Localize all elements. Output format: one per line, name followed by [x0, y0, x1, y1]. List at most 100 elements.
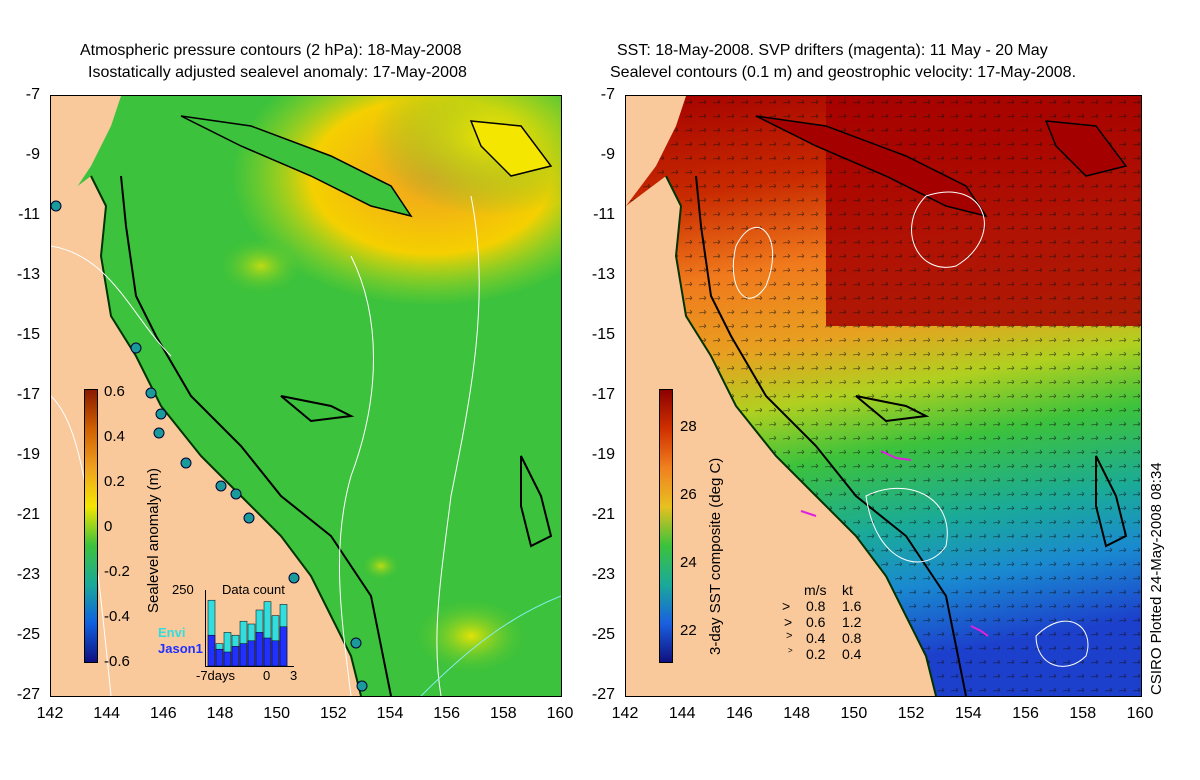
- y-tick-label: -23: [591, 566, 615, 583]
- y-tick-label: -21: [16, 506, 40, 523]
- sealevel-tick-6: -0.4: [104, 608, 130, 625]
- inset-y-tick: 250: [172, 582, 194, 597]
- sealevel-tick-1: 0.6: [104, 383, 125, 400]
- right-title-line2: Sealevel contours (0.1 m) and geostrophi…: [610, 64, 1077, 81]
- x-tick-label: 152: [319, 705, 347, 722]
- y-tick-label: -15: [591, 326, 615, 343]
- right-title-line1: SST: 18-May-2008. SVP drifters (magenta)…: [617, 42, 1048, 59]
- sealevel-tick-3: 0.2: [104, 473, 125, 490]
- velocity-ms-4: 0.2: [806, 646, 826, 662]
- x-tick-label: 150: [840, 705, 868, 722]
- x-tick-label: 148: [206, 705, 234, 722]
- x-tick-label: 158: [489, 705, 517, 722]
- velocity-kt-2: 1.2: [842, 614, 862, 630]
- y-tick-label: -27: [591, 686, 615, 703]
- y-tick-label: -11: [18, 206, 40, 223]
- sst-colorbar: [659, 389, 673, 663]
- jason-bar: [271, 640, 280, 666]
- y-tick-label: -25: [591, 626, 615, 643]
- sealevel-tick-7: -0.6: [104, 653, 130, 670]
- x-tick-label: 144: [93, 705, 120, 722]
- left-title-line2: Isostatically adjusted sealevel anomaly:…: [88, 64, 467, 81]
- inset-x-tick-2: 0: [263, 668, 271, 683]
- inset-x-tick-3: 3: [290, 668, 298, 683]
- x-tick-label: 146: [726, 705, 753, 722]
- velocity-header-ms: m/s: [804, 582, 827, 598]
- jason-bar: [263, 637, 272, 666]
- velocity-ms-1: 0.8: [806, 598, 826, 614]
- envi-bar: [207, 599, 216, 666]
- x-tick-label: 148: [783, 705, 810, 722]
- jason-bar: [215, 648, 224, 666]
- x-tick-label: 158: [1069, 705, 1097, 722]
- sst-tick-4: 22: [680, 622, 697, 639]
- x-tick-label: 156: [433, 705, 460, 722]
- y-tick-label: -7: [600, 86, 615, 103]
- x-tick-label: 160: [1126, 705, 1154, 722]
- sst-tick-1: 28: [680, 418, 697, 435]
- x-tick-label: 154: [376, 705, 404, 722]
- sst-tick-2: 26: [680, 486, 697, 503]
- envi-bar: [263, 601, 272, 666]
- velocity-header-kt: kt: [842, 582, 853, 598]
- velocity-kt-3: 0.8: [842, 630, 862, 646]
- jason-bar: [231, 646, 240, 666]
- y-tick-label: -13: [16, 266, 40, 283]
- sealevel-tick-5: -0.2: [104, 563, 130, 580]
- data-count-inset: [205, 590, 294, 667]
- y-tick-label: -17: [16, 386, 40, 403]
- left-title-line1: Atmospheric pressure contours (2 hPa): 1…: [80, 42, 462, 59]
- y-tick-label: -13: [591, 266, 615, 283]
- jason-bar: [223, 651, 232, 666]
- y-tick-label: -25: [16, 626, 40, 643]
- sealevel-colorbar-label: Sealevel anomaly (m): [145, 467, 162, 613]
- sealevel-tick-2: 0.4: [104, 428, 125, 445]
- inset-title: Data count: [222, 582, 285, 597]
- inset-legend-envi: Envi: [158, 625, 186, 640]
- jason-bar: [247, 640, 256, 666]
- x-tick-label: 142: [36, 705, 64, 722]
- y-tick-label: -9: [25, 146, 40, 163]
- x-tick-label: 152: [897, 705, 925, 722]
- sst-colorbar-label: 3-day SST composite (deg C): [707, 457, 724, 655]
- velocity-kt-4: 0.4: [842, 646, 862, 662]
- y-tick-label: -17: [591, 386, 615, 403]
- velocity-arrow-icon: >: [782, 598, 791, 614]
- x-tick-label: 154: [954, 705, 982, 722]
- velocity-ms-2: 0.6: [806, 614, 826, 630]
- envi-bar: [223, 632, 232, 666]
- sealevel-colorbar: [84, 389, 98, 663]
- y-tick-label: -19: [16, 446, 40, 463]
- jason-bar: [255, 632, 264, 666]
- inset-legend-jason: Jason1: [158, 641, 203, 656]
- x-tick-label: 150: [263, 705, 290, 722]
- sst-tick-3: 24: [680, 554, 697, 571]
- inset-x-tick-1: -7days: [196, 668, 236, 683]
- x-tick-label: 146: [149, 705, 177, 722]
- velocity-ms-3: 0.4: [806, 630, 826, 646]
- credit-text: CSIRO Plotted 24-May-2008 08:34: [1148, 462, 1165, 695]
- y-tick-label: -21: [591, 506, 615, 523]
- y-tick-label: -23: [16, 566, 40, 583]
- velocity-arrow-icon: >: [786, 630, 793, 642]
- data-count-bars: [207, 599, 288, 666]
- jason-bar: [239, 643, 248, 666]
- velocity-arrow-icon: >: [788, 646, 793, 655]
- sst-map: [625, 95, 1142, 697]
- x-tick-label: 142: [611, 705, 639, 722]
- sealevel-tick-4: 0: [104, 518, 113, 535]
- x-tick-label: 160: [546, 705, 574, 722]
- x-tick-label: 144: [668, 705, 696, 722]
- y-tick-label: -11: [593, 206, 615, 223]
- y-tick-label: -7: [25, 86, 40, 103]
- y-tick-label: -9: [600, 146, 615, 163]
- y-tick-label: -15: [16, 326, 40, 343]
- sealevel-map: [50, 95, 562, 697]
- jason-bar: [207, 634, 216, 666]
- y-tick-label: -27: [16, 686, 40, 703]
- velocity-kt-1: 1.6: [842, 598, 862, 614]
- jason-bar: [279, 626, 288, 666]
- velocity-arrow-icon: >: [784, 614, 793, 630]
- y-tick-label: -19: [591, 446, 615, 463]
- x-tick-label: 156: [1012, 705, 1039, 722]
